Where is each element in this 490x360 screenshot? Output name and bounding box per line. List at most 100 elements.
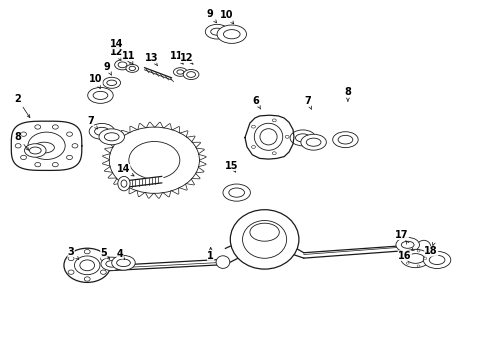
Ellipse shape (205, 24, 229, 39)
Ellipse shape (396, 238, 419, 252)
Circle shape (406, 262, 409, 264)
Text: 12: 12 (180, 53, 194, 63)
Polygon shape (108, 259, 225, 271)
Ellipse shape (187, 72, 196, 77)
Ellipse shape (118, 62, 127, 68)
Ellipse shape (417, 240, 431, 253)
Circle shape (35, 162, 41, 167)
Ellipse shape (429, 255, 445, 265)
Circle shape (417, 265, 420, 267)
Polygon shape (11, 121, 82, 170)
Circle shape (28, 132, 65, 159)
Text: 18: 18 (424, 246, 438, 256)
Polygon shape (265, 230, 304, 258)
Polygon shape (245, 115, 294, 159)
Polygon shape (102, 122, 206, 198)
Circle shape (52, 125, 58, 129)
Ellipse shape (306, 138, 321, 146)
Ellipse shape (229, 188, 245, 197)
Text: 1: 1 (207, 251, 214, 261)
Text: 16: 16 (398, 251, 412, 261)
Text: 7: 7 (87, 116, 94, 126)
Ellipse shape (216, 256, 230, 269)
Ellipse shape (230, 210, 299, 269)
Text: 8: 8 (344, 87, 351, 97)
Text: 5: 5 (100, 248, 107, 258)
Polygon shape (304, 244, 426, 258)
Ellipse shape (183, 69, 199, 80)
Ellipse shape (95, 127, 109, 135)
Circle shape (272, 152, 276, 155)
Polygon shape (126, 176, 167, 187)
Ellipse shape (301, 134, 326, 150)
Ellipse shape (29, 147, 41, 154)
Ellipse shape (177, 70, 184, 74)
Ellipse shape (104, 133, 119, 141)
Circle shape (15, 144, 21, 148)
Circle shape (100, 256, 106, 261)
Ellipse shape (129, 66, 135, 71)
Ellipse shape (24, 144, 46, 157)
Text: 8: 8 (14, 132, 21, 142)
Circle shape (272, 119, 276, 122)
Ellipse shape (115, 60, 130, 70)
Ellipse shape (117, 259, 130, 266)
Ellipse shape (101, 257, 122, 271)
Circle shape (285, 135, 289, 138)
Text: 14: 14 (117, 164, 130, 174)
Circle shape (68, 270, 74, 274)
Text: 10: 10 (89, 74, 102, 84)
Ellipse shape (88, 87, 113, 103)
Circle shape (35, 125, 41, 129)
Ellipse shape (407, 253, 424, 264)
Ellipse shape (74, 256, 100, 275)
Ellipse shape (338, 135, 353, 144)
Ellipse shape (401, 241, 414, 248)
Circle shape (52, 162, 58, 167)
Circle shape (21, 155, 26, 159)
Ellipse shape (243, 220, 287, 258)
Ellipse shape (99, 129, 124, 145)
Ellipse shape (290, 130, 316, 146)
Text: 12: 12 (110, 47, 123, 57)
Ellipse shape (103, 77, 121, 88)
Circle shape (100, 270, 106, 274)
Ellipse shape (34, 142, 54, 153)
Ellipse shape (260, 129, 277, 145)
Ellipse shape (223, 184, 250, 201)
Ellipse shape (211, 28, 223, 35)
Circle shape (251, 145, 255, 148)
Circle shape (129, 141, 180, 179)
Circle shape (72, 144, 78, 148)
Ellipse shape (126, 64, 139, 72)
Ellipse shape (93, 91, 108, 99)
Circle shape (84, 277, 90, 281)
Circle shape (84, 249, 90, 254)
Circle shape (68, 256, 74, 261)
Text: 14: 14 (110, 39, 123, 49)
Text: 11: 11 (122, 51, 135, 61)
Ellipse shape (333, 132, 358, 148)
Text: 17: 17 (395, 230, 409, 240)
Circle shape (67, 132, 73, 136)
Ellipse shape (118, 176, 130, 191)
Text: 4: 4 (117, 249, 123, 259)
Polygon shape (225, 230, 265, 265)
Text: 2: 2 (14, 94, 21, 104)
Text: 7: 7 (304, 96, 311, 106)
Circle shape (417, 250, 420, 252)
Text: 9: 9 (103, 62, 110, 72)
Ellipse shape (423, 251, 451, 269)
Ellipse shape (217, 25, 246, 43)
Ellipse shape (64, 248, 111, 282)
Circle shape (21, 132, 26, 136)
Ellipse shape (254, 123, 283, 150)
Ellipse shape (173, 68, 187, 76)
Ellipse shape (80, 260, 95, 271)
Circle shape (406, 253, 409, 255)
Circle shape (424, 257, 427, 260)
Text: 11: 11 (170, 51, 183, 61)
Ellipse shape (89, 123, 115, 139)
Ellipse shape (107, 80, 117, 85)
Ellipse shape (223, 30, 240, 39)
